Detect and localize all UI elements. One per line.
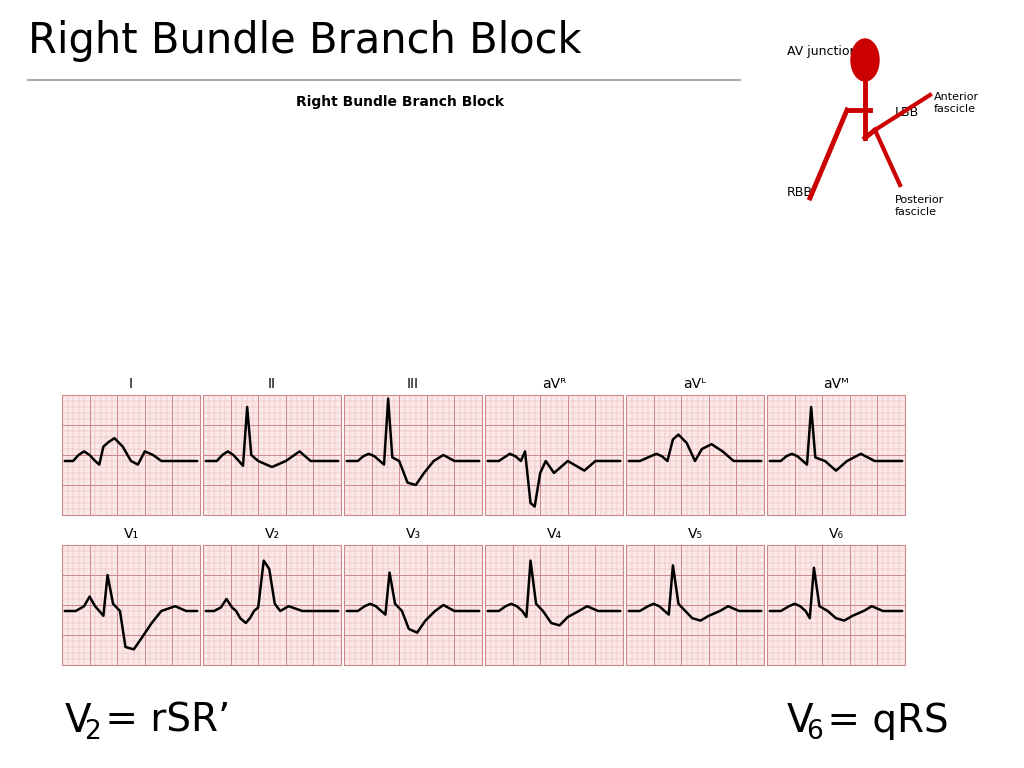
Bar [62,545,200,665]
Text: RBB: RBB [787,187,813,200]
Bar [203,545,341,665]
Bar [344,545,482,665]
Text: V₄: V₄ [547,527,561,541]
Text: aVᴹ: aVᴹ [823,377,849,391]
Text: = rSR’: = rSR’ [93,702,230,740]
Text: Anterior
fascicle: Anterior fascicle [934,92,979,114]
Bar [203,395,341,515]
Text: V₅: V₅ [687,527,702,541]
Bar [62,395,200,515]
Text: V₁: V₁ [124,527,138,541]
Text: V: V [787,702,814,740]
Bar [485,545,623,665]
Ellipse shape [851,39,879,81]
Text: aVᴿ: aVᴿ [542,377,566,391]
Text: III: III [407,377,419,391]
Text: V₆: V₆ [828,527,844,541]
Text: V₃: V₃ [406,527,421,541]
Text: 6: 6 [806,719,822,745]
Bar [767,395,905,515]
Text: V: V [65,702,91,740]
Bar [626,545,764,665]
Text: Posterior
fascicle: Posterior fascicle [895,195,944,217]
Text: Right Bundle Branch Block: Right Bundle Branch Block [296,95,504,109]
Text: Right Bundle Branch Block: Right Bundle Branch Block [28,20,582,62]
Text: I: I [129,377,133,391]
Text: = qRS: = qRS [815,702,948,740]
Text: 2: 2 [84,719,100,745]
Bar [344,395,482,515]
Bar [767,545,905,665]
Bar [626,395,764,515]
Text: aVᴸ: aVᴸ [683,377,707,391]
Text: II: II [268,377,276,391]
Text: LBB: LBB [895,107,920,120]
Text: V₂: V₂ [264,527,280,541]
Bar [485,395,623,515]
Text: AV junction: AV junction [787,45,857,58]
